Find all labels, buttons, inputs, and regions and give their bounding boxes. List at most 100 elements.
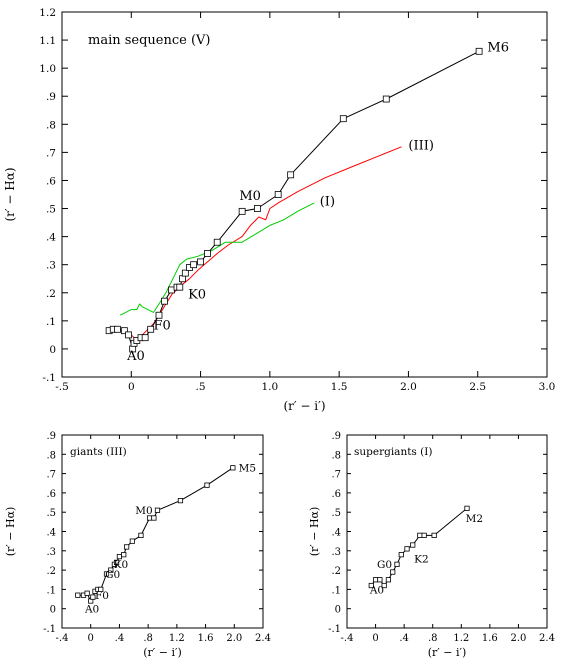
data-point xyxy=(155,311,163,319)
data-point xyxy=(181,269,189,277)
plot-frame xyxy=(61,11,548,378)
annotation-label: F0 xyxy=(95,590,109,602)
y-tick-label: .1 xyxy=(46,585,56,596)
data-point xyxy=(154,507,161,513)
data-point xyxy=(204,482,210,488)
data-point xyxy=(431,532,437,538)
y-tick-label: .9 xyxy=(46,91,56,103)
data-point xyxy=(464,505,470,511)
y-tick-label: .4 xyxy=(46,232,56,244)
y-tick-label: .1 xyxy=(46,316,56,328)
y-tick-label: .7 xyxy=(46,147,56,159)
x-tick-label: .8 xyxy=(143,633,153,644)
data-point xyxy=(421,532,427,538)
data-point xyxy=(168,286,175,294)
panel-title: giants (III) xyxy=(70,446,127,458)
data-point xyxy=(404,546,410,552)
data-point xyxy=(125,331,132,339)
y-axis-label: (r′ − Hα) xyxy=(4,507,17,557)
y-tick-label: .5 xyxy=(46,508,56,519)
y-tick-label: 1.2 xyxy=(39,7,56,19)
y-tick-label: .6 xyxy=(46,175,56,187)
x-tick-label: .4 xyxy=(399,633,409,644)
x-axis-label: (r′ − i′) xyxy=(143,646,182,659)
y-tick-label: .4 xyxy=(46,528,56,539)
data-point xyxy=(410,542,416,548)
x-tick-label: 0 xyxy=(372,633,378,644)
data-point xyxy=(103,571,110,577)
data-point xyxy=(176,283,184,291)
panel-title: supergiants (I) xyxy=(354,446,433,458)
y-tick-label: .2 xyxy=(46,288,56,300)
annotation-label: F0 xyxy=(153,318,170,333)
data-point xyxy=(98,586,104,593)
y-axis-label: (r′ − Hα) xyxy=(308,507,321,557)
data-point xyxy=(230,465,236,471)
plot-frame xyxy=(346,434,548,629)
data-point xyxy=(475,47,483,55)
panel-title: main sequence (V) xyxy=(88,33,211,48)
panel-supergiants: -.4 0 .4 .8 1.2 1.6 2.0 2.4 -.1 0 .1 .2 .3 .4 .5 .6 .7 .8… xyxy=(308,431,555,659)
x-tick-label: 3.0 xyxy=(539,381,556,393)
data-point xyxy=(190,261,198,269)
y-axis-label: (r′ − Hα) xyxy=(3,167,17,221)
data-point xyxy=(90,594,96,600)
annotation-label: A0 xyxy=(369,584,384,596)
data-point xyxy=(120,327,128,335)
annotation-label: K0 xyxy=(114,559,129,571)
x-tick-label: 0 xyxy=(88,633,94,644)
annotation-label: A0 xyxy=(84,604,99,616)
x-tick-label: .4 xyxy=(115,633,125,644)
x-tick-label: 2.0 xyxy=(400,381,417,393)
data-point xyxy=(417,532,423,538)
y-tick-label: .6 xyxy=(46,489,56,500)
data-point xyxy=(147,325,155,333)
annotation-label: K0 xyxy=(188,287,206,302)
y-tick-label: 0 xyxy=(49,344,56,356)
x-tick-label: 1.6 xyxy=(198,633,214,644)
y-tick-label: .8 xyxy=(46,450,56,461)
panel-giants: -.4 0 .4 .8 1.2 1.6 2.0 2.4 -.1 0 .1 .2 .3 .4 .5 .6 .7 .8… xyxy=(4,431,271,659)
y-tick-label: -.1 xyxy=(42,372,56,384)
annotation-label: M0 xyxy=(135,505,152,517)
data-point xyxy=(114,325,121,333)
y-tick-label: .7 xyxy=(331,470,341,481)
x-tick-label: 2.4 xyxy=(539,633,555,644)
data-point xyxy=(124,544,130,550)
data-point xyxy=(390,569,396,575)
x-tick-label: 2.0 xyxy=(510,633,526,644)
y-tick-label: 1.1 xyxy=(39,35,56,47)
y-tick-label: .3 xyxy=(331,547,341,558)
data-point xyxy=(238,207,246,215)
data-point xyxy=(179,275,186,283)
annotation-label: (I) xyxy=(320,195,335,210)
y-tick-label: .3 xyxy=(46,547,56,558)
x-tick-label: -.4 xyxy=(341,633,354,644)
x-tick-label: 1.2 xyxy=(453,633,469,644)
x-tick-label: 1.2 xyxy=(169,633,185,644)
y-tick-label: .2 xyxy=(46,566,56,577)
data-point xyxy=(75,592,81,598)
y-tick-label: 1.0 xyxy=(39,63,56,75)
annotation-label: M6 xyxy=(487,40,509,55)
x-tick-label: 1.0 xyxy=(262,381,279,393)
annotation-label: K2 xyxy=(414,553,429,565)
data-point xyxy=(213,238,221,246)
y-tick-label: 0 xyxy=(335,605,341,616)
data-point xyxy=(116,553,123,560)
x-axis-label: (r′ − i′) xyxy=(283,399,325,413)
y-tick-label: .9 xyxy=(46,431,56,442)
x-axis-label: (r′ − i′) xyxy=(428,646,467,659)
x-tick-label: -.4 xyxy=(56,633,69,644)
data-point xyxy=(382,95,390,103)
y-tick-label: .8 xyxy=(46,119,56,131)
y-tick-label: .3 xyxy=(46,260,56,272)
data-point xyxy=(339,115,347,123)
x-tick-label: .5 xyxy=(196,381,206,393)
y-tick-label: .4 xyxy=(331,528,341,539)
data-point xyxy=(368,582,374,589)
x-tick-label: -.5 xyxy=(55,381,69,393)
y-tick-label: .1 xyxy=(331,585,341,596)
y-tick-label: -.1 xyxy=(328,624,341,635)
